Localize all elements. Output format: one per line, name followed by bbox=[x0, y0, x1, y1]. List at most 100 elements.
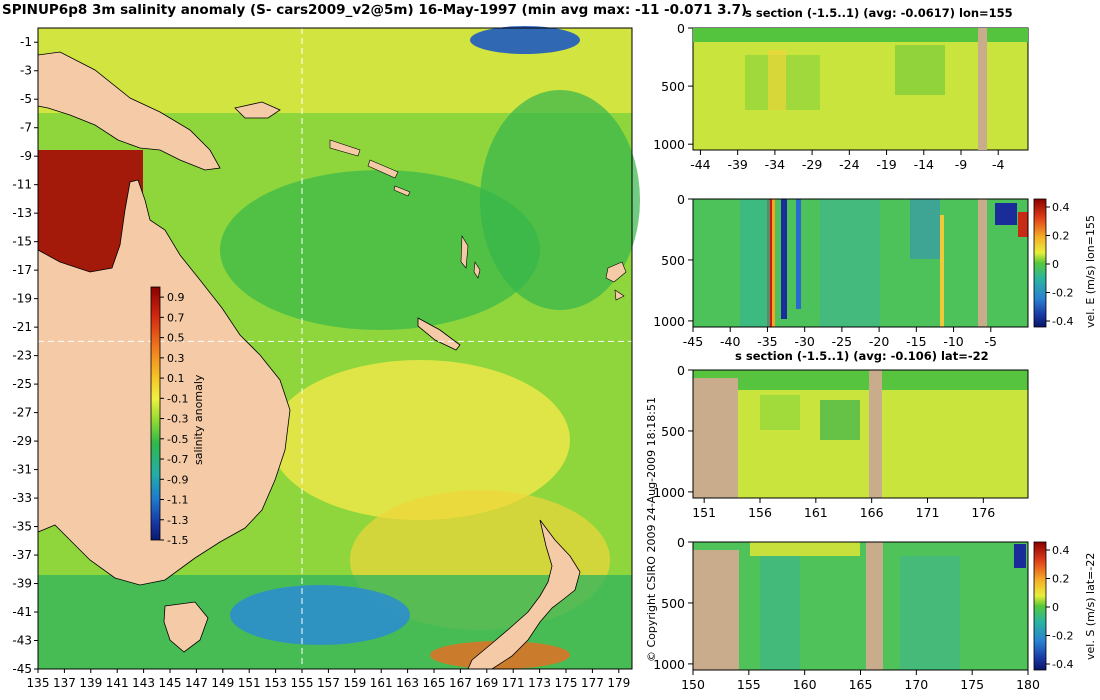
section-2-colorbar-tick-label: 0.4 bbox=[1052, 201, 1070, 214]
map-y-tick-label: -5 bbox=[20, 92, 32, 106]
section-1-x-tick-label: -39 bbox=[727, 157, 747, 172]
map-x-tick-label: 163 bbox=[396, 676, 419, 690]
map-colorbar-tick-label: -0.1 bbox=[167, 392, 188, 405]
section-2-x-tick-label: -30 bbox=[794, 334, 814, 349]
section-2-colorbar-tick-label: -0.4 bbox=[1052, 315, 1073, 328]
section-4-surface-yellow bbox=[750, 542, 860, 556]
map-x-tick-label: 149 bbox=[211, 676, 234, 690]
section-2-jet-yellow bbox=[940, 215, 944, 327]
section-2-jet-blue-3 bbox=[910, 199, 940, 259]
section-4-x-tick-label: 180 bbox=[1016, 677, 1040, 692]
map-land-solomon-islands bbox=[329, 139, 411, 197]
map-colorbar-tick-label: 0.7 bbox=[167, 311, 185, 324]
map-y-tick-label: -31 bbox=[12, 463, 32, 477]
section-4-x-tick-label: 175 bbox=[960, 677, 984, 692]
section-3-y-tick-label: 0 bbox=[677, 363, 685, 378]
section-2-colorbar-tick-label: 0.2 bbox=[1052, 230, 1070, 243]
section-2-x-tick-label: -35 bbox=[757, 334, 777, 349]
map-x-tick-label: 167 bbox=[449, 676, 472, 690]
section-3-x-tick-label: 171 bbox=[916, 505, 940, 520]
section-2-jet-surface-red bbox=[1018, 212, 1028, 237]
section-1-x-tick-label: -44 bbox=[690, 157, 710, 172]
section-2-y-tick-label: 500 bbox=[661, 253, 685, 268]
section-3-fresh-patch bbox=[820, 400, 860, 440]
map-y-tick-label: -17 bbox=[12, 263, 32, 277]
map-x-tick-label: 159 bbox=[343, 676, 366, 690]
section-1-panel: -44 -39 -34 -29 -24 -19 -14 -9 -4 0 500 1000 bbox=[653, 21, 1029, 172]
map-y-tick-label: -21 bbox=[12, 320, 32, 334]
map-x-tick-label: 171 bbox=[502, 676, 525, 690]
map-x-tick-label: 179 bbox=[607, 676, 630, 690]
section-2-jet-orange bbox=[772, 199, 775, 327]
section-2-x-tick-label: -20 bbox=[869, 334, 889, 349]
section-2-x-tick-label: -5 bbox=[985, 334, 997, 349]
section-1-x-tick-label: -19 bbox=[876, 157, 896, 172]
map-x-tick-label: 165 bbox=[423, 676, 446, 690]
map-y-tick-label: -19 bbox=[12, 292, 32, 306]
map-x-tick-label: 173 bbox=[528, 676, 551, 690]
section-3-land-left bbox=[693, 378, 738, 498]
section-1-x-tick-label: -9 bbox=[955, 157, 968, 172]
section-4-colorbar-tick-label: 0.2 bbox=[1052, 573, 1070, 586]
map-x-tick-label: 169 bbox=[475, 676, 498, 690]
map-x-tick-label: 145 bbox=[159, 676, 182, 690]
map-anomaly-fresh-coral-sea bbox=[220, 170, 540, 330]
map-land-fiji bbox=[605, 261, 627, 301]
map-colorbar-tick-label: -0.7 bbox=[167, 453, 188, 466]
map-colorbar-tick-label: 0.5 bbox=[167, 332, 185, 345]
section-3-x-tick-label: 151 bbox=[692, 505, 716, 520]
map-x-tick-label: 137 bbox=[53, 676, 76, 690]
section-3-plot bbox=[692, 369, 1029, 499]
section-2-frame bbox=[692, 198, 1029, 328]
section-2-colorbar-tick-label: 0 bbox=[1052, 258, 1059, 271]
map-anomaly-blue-north bbox=[470, 26, 580, 54]
section-4-x-tick-label: 170 bbox=[904, 677, 928, 692]
map-anomaly-salty-tasman bbox=[270, 360, 570, 520]
section-2-colorbar bbox=[1033, 198, 1047, 328]
section-3-surface-layer bbox=[693, 370, 1028, 390]
section-4-colorbar-tick-label: 0 bbox=[1052, 601, 1059, 614]
section-4-colorbar-tick-label: -0.4 bbox=[1052, 658, 1073, 671]
section-3-fresh-patch-2 bbox=[760, 395, 800, 430]
map-x-tick-label: 147 bbox=[185, 676, 208, 690]
section-2-y-tick-label: 0 bbox=[677, 192, 685, 207]
map-y-tick-label: -3 bbox=[20, 64, 32, 78]
section-4-y-tick-label: 500 bbox=[661, 596, 685, 611]
map-panel: 135 137 139 141 143 145 147 149 151 153 155 157 159 1… bbox=[12, 26, 640, 690]
section-4-x-tick-label: 155 bbox=[737, 677, 761, 692]
section-2-x-tick-label: -40 bbox=[720, 334, 740, 349]
section-1-fresh-patch-2 bbox=[895, 45, 945, 95]
map-anomaly-blue-south bbox=[230, 585, 410, 645]
section-3-panel: 151 156 161 166 171 176 0 500 1000 bbox=[653, 363, 1029, 520]
map-x-tick-label: 177 bbox=[581, 676, 604, 690]
section-1-ticks: -44 -39 -34 -29 -24 -19 -14 -9 -4 0 500 1000 bbox=[653, 21, 1004, 172]
section-1-x-tick-label: -4 bbox=[992, 157, 1005, 172]
section-1-land bbox=[978, 28, 987, 150]
section-1-y-tick-label: 1000 bbox=[653, 137, 685, 152]
section-1-x-tick-label: -14 bbox=[914, 157, 934, 172]
map-colorbar-ticks: 0.9 0.7 0.5 0.3 0.1 -0.1 -0.3 -0.5 -0.7 -0.9 -1.1 -… bbox=[160, 291, 188, 547]
section-2-colorbar-label: vel. E (m/s) lon=155 bbox=[1084, 215, 1097, 328]
section-1-salty-patch bbox=[768, 50, 786, 110]
section-3-x-tick-label: 166 bbox=[860, 505, 884, 520]
map-x-tick-label: 157 bbox=[317, 676, 340, 690]
section-2-land bbox=[978, 199, 987, 327]
map-colorbar-tick-label: 0.9 bbox=[167, 291, 185, 304]
map-land-new-caledonia bbox=[417, 317, 461, 351]
map-x-tick-label: 141 bbox=[106, 676, 129, 690]
map-y-tick-label: -9 bbox=[20, 149, 32, 163]
map-y-tick-label: -27 bbox=[12, 406, 32, 420]
section-3-x-tick-label: 176 bbox=[971, 505, 995, 520]
map-y-tick-label: -13 bbox=[12, 206, 32, 220]
section-3-y-tick-label: 1000 bbox=[653, 485, 685, 500]
section-1-x-tick-label: -24 bbox=[839, 157, 859, 172]
section-4-x-tick-label: 160 bbox=[793, 677, 817, 692]
section-4-colorbar-tick-label: -0.2 bbox=[1052, 630, 1073, 643]
section-2-x-tick-label: -45 bbox=[683, 334, 703, 349]
map-anomaly-fresh-east bbox=[480, 90, 640, 310]
map-y-tick-label: -37 bbox=[12, 548, 32, 562]
map-x-tick-label: 161 bbox=[370, 676, 393, 690]
section-3-frame bbox=[692, 369, 1029, 499]
map-x-tick-label: 153 bbox=[264, 676, 287, 690]
section-4-x-tick-label: 165 bbox=[849, 677, 873, 692]
